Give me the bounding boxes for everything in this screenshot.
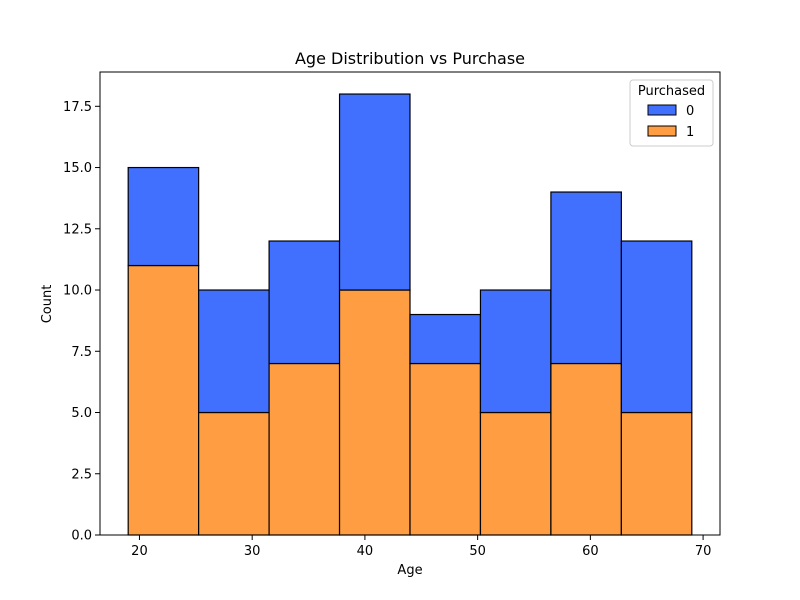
bar-purchased-0-bin-5: [409, 313, 482, 365]
legend-label-0: 0: [686, 104, 694, 119]
bar-purchased-1-bin-6: [479, 411, 552, 536]
legend-label-1: 1: [686, 125, 694, 140]
x-axis-label: Age: [397, 563, 422, 578]
x-tick-label: 50: [469, 544, 486, 559]
x-tick-label: 30: [244, 544, 261, 559]
legend-swatch-1: [647, 125, 677, 137]
bar-purchased-0-bin-2: [198, 289, 270, 414]
bar-purchased-0-bin-4: [338, 93, 411, 291]
y-tick-label: 12.5: [63, 222, 92, 237]
y-tick-label: 17.5: [63, 100, 92, 115]
y-tick-label: 15.0: [63, 161, 92, 176]
bars-group: [127, 93, 693, 536]
y-tick-label: 2.5: [71, 467, 92, 482]
bar-purchased-1-bin-7: [550, 362, 622, 536]
x-tick-label: 60: [582, 544, 599, 559]
legend-swatch-0: [647, 104, 677, 116]
legend-title: Purchased: [638, 84, 705, 99]
y-tick-label: 0.0: [71, 529, 92, 544]
chart-title: Age Distribution vs Purchase: [295, 49, 525, 68]
x-tick-label: 70: [695, 544, 712, 559]
y-tick-label: 7.5: [71, 345, 92, 360]
bar-purchased-1-bin-2: [198, 411, 270, 536]
bar-purchased-1-bin-4: [338, 289, 411, 536]
bar-purchased-0-bin-8: [620, 240, 693, 414]
x-tick-label: 20: [131, 544, 148, 559]
bar-purchased-1-bin-8: [620, 411, 693, 536]
legend: Purchased 0 1: [629, 79, 714, 147]
y-tick-label: 10.0: [63, 284, 92, 299]
bar-purchased-1-bin-1: [127, 264, 200, 536]
y-tick-label: 5.0: [71, 406, 92, 421]
axes-frame: [99, 71, 721, 536]
axes-group: 20 30 40 50 60 70 0.0 2.5 5.0 7.5 10.0 12.5 15.0 17.5: [63, 71, 721, 559]
bar-purchased-1-bin-5: [409, 362, 482, 536]
y-axis-label: Count: [40, 285, 55, 324]
bar-purchased-0-bin-6: [479, 289, 552, 414]
bar-purchased-0-bin-3: [268, 240, 341, 365]
bar-purchased-0-bin-1: [127, 166, 200, 267]
bar-purchased-1-bin-3: [268, 362, 341, 536]
x-tick-label: 40: [357, 544, 374, 559]
bar-purchased-0-bin-7: [550, 191, 622, 365]
